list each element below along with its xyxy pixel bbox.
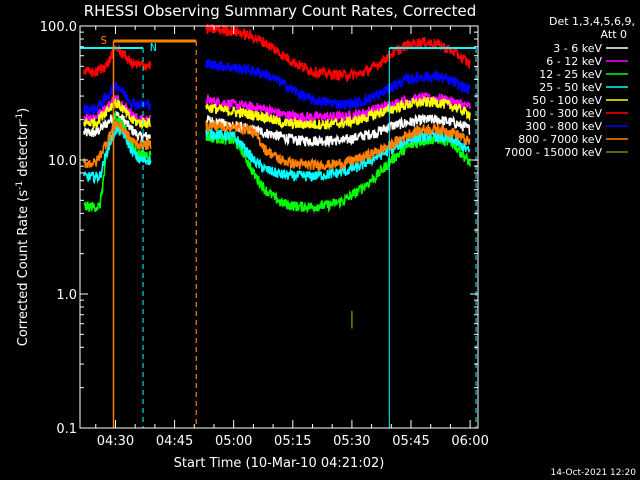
series-300-800-kev — [83, 58, 471, 115]
x-tick-label: 05:45 — [392, 434, 429, 449]
legend-label: 12 - 25 keV — [539, 68, 602, 81]
series-line — [83, 119, 152, 169]
series-line — [205, 91, 471, 125]
legend-label: 50 - 100 keV — [532, 94, 602, 107]
series-3-6-kev — [83, 111, 471, 149]
series-line — [83, 110, 152, 212]
y-tick-label: 10.0 — [48, 154, 77, 169]
series-line — [205, 113, 471, 149]
legend-label: 3 - 6 keV — [553, 42, 602, 55]
legend-header-line1: Det 1,3,4,5,6,9, — [549, 15, 635, 28]
y-tick-label: 1.0 — [56, 288, 77, 303]
series-line — [205, 95, 471, 131]
legend-label: 7000 - 15000 keV — [504, 146, 602, 159]
night-label: N — [150, 41, 157, 54]
x-tick-label: 04:30 — [97, 434, 134, 449]
legend-label: 100 - 300 keV — [525, 107, 602, 120]
timestamp: 14-Oct-2021 12:20 — [551, 468, 637, 478]
x-tick-label: 05:15 — [274, 434, 311, 449]
series-800-7000-kev — [83, 119, 471, 173]
x-tick-label: 05:30 — [333, 434, 370, 449]
chart-title: RHESSI Observing Summary Count Rates, Co… — [84, 2, 477, 20]
series-line — [205, 23, 471, 83]
series-line — [83, 81, 152, 115]
y-axis-label: Corrected Count Rate (s-1 detector-1) — [15, 108, 31, 346]
series-line — [83, 111, 151, 142]
saa-label: S — [100, 34, 107, 47]
legend-label: 6 - 12 keV — [546, 55, 602, 68]
x-axis-label: Start Time (10-Mar-10 04:21:02) — [174, 456, 385, 471]
x-tick-label: 04:45 — [156, 434, 193, 449]
series-line — [83, 98, 152, 131]
x-tick-label: 05:00 — [215, 434, 252, 449]
series-line — [205, 58, 471, 111]
x-tick-label: 06:00 — [451, 434, 488, 449]
legend-label: 25 - 50 keV — [539, 81, 602, 94]
y-tick-label: 100.0 — [40, 20, 77, 35]
series-50-100-kev — [83, 95, 471, 131]
series-line — [205, 120, 471, 173]
legend-label: 800 - 7000 keV — [518, 133, 602, 146]
legend-header-line2: Att 0 — [601, 28, 627, 41]
y-tick-label: 0.1 — [56, 422, 77, 437]
plot-frame — [79, 25, 479, 429]
legend-label: 300 - 800 keV — [525, 120, 602, 133]
